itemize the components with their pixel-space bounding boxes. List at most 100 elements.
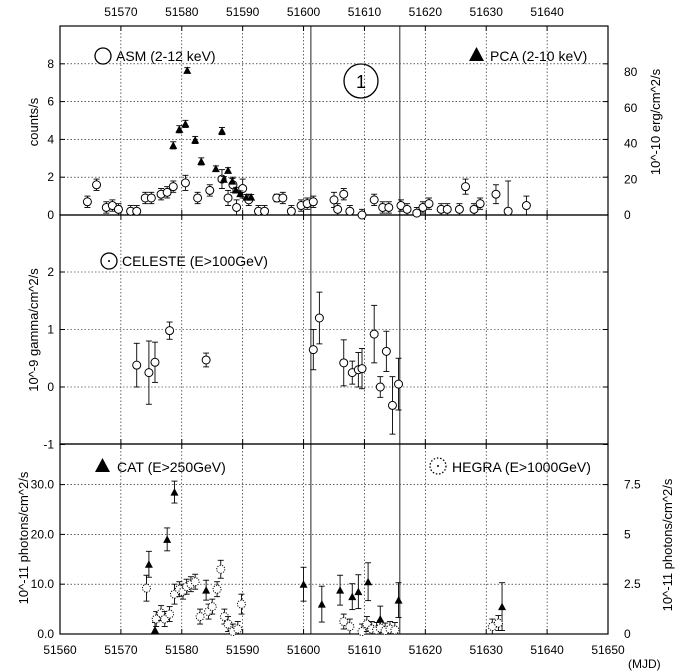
data-point-triangle [228, 177, 237, 185]
data-point-dotted-circle [233, 624, 243, 634]
x-tick-label-top: 51580 [165, 5, 199, 19]
data-point-circle [260, 206, 270, 216]
top-panel-labels: counts/s 10^-10 erg/cm^2/s ASM (2-12 keV… [26, 47, 663, 175]
y-tick-label-right: 60 [624, 101, 638, 115]
data-point-triangle [181, 119, 190, 128]
pca-legend-marker [469, 47, 484, 61]
y-tick-label-right: 5 [624, 527, 631, 541]
data-point-circle [308, 197, 318, 207]
x-tick-label-top: 51590 [226, 5, 260, 19]
data-point-circle [333, 204, 343, 214]
data-point-circle [357, 364, 367, 374]
data-point-triangle [170, 488, 179, 496]
data-point-triangle [498, 602, 507, 611]
data-point-dotted-circle [190, 577, 200, 587]
data-point-circle [165, 326, 175, 336]
x-tick-label-bottom: 51560 [43, 643, 77, 657]
x-tick-label-bottom: 51640 [530, 643, 564, 657]
data-point-dotted-circle [339, 617, 349, 627]
data-point-triangle [183, 66, 192, 74]
data-point-circle [82, 197, 92, 207]
data-point-triangle [150, 626, 159, 634]
x-tick-label-bottom: 51590 [226, 643, 260, 657]
data-point-circle [491, 189, 501, 199]
x-tick-label-bottom: 51620 [409, 643, 443, 657]
data-point-triangle [231, 185, 240, 194]
data-point-circle [357, 210, 367, 220]
x-tick-label-top: 51610 [348, 5, 382, 19]
data-point-circle [387, 400, 397, 410]
data-point-circle [132, 360, 142, 370]
middle-ylabel: 10^-9 gamma/cm^2/s [26, 268, 41, 392]
data-point-triangle [144, 560, 153, 568]
y-tick-label: 2 [47, 170, 54, 184]
x-tick-label-bottom: 51650 [591, 643, 625, 657]
data-point-circle [286, 206, 296, 216]
data-point-circle [345, 206, 355, 216]
data-point-dotted-circle [165, 609, 175, 619]
data-point-circle [394, 379, 404, 389]
data-point-dotted-circle [141, 583, 151, 593]
data-point-circle [92, 180, 102, 190]
data-point-triangle [247, 193, 256, 201]
y-tick-label: 0 [47, 380, 54, 394]
interval-label: 1 [356, 72, 366, 92]
data-point-circle [384, 202, 394, 212]
data-point-circle [205, 185, 215, 195]
data-point-circle [503, 206, 513, 216]
hegra-legend-label: HEGRA (E>1000GeV) [452, 459, 591, 475]
data-point-circle [475, 199, 485, 209]
x-tick-label-bottom: 51570 [104, 643, 138, 657]
data-point-triangle [217, 127, 226, 135]
hegra-legend-marker [429, 457, 447, 475]
data-point-circle [521, 201, 531, 211]
data-point-dotted-circle [236, 599, 246, 609]
x-tick-label-bottom: 51610 [348, 643, 382, 657]
data-point-triangle [163, 535, 172, 543]
x-tick-label-bottom: 51580 [165, 643, 199, 657]
x-tick-label-top: 51600 [287, 5, 321, 19]
data-point-dotted-circle [169, 589, 179, 599]
data-point-triangle [336, 586, 345, 594]
data-point-triangle [219, 175, 228, 183]
top-ylabel: counts/s [26, 97, 41, 146]
data-point-circle [168, 182, 178, 192]
celeste-legend-label: CELESTE (E>100GeV) [122, 253, 268, 269]
y-tick-label-right: 0 [624, 208, 631, 222]
data-point-dotted-circle [195, 612, 205, 622]
data-point-triangle [191, 135, 200, 144]
x-tick-label-top: 51630 [470, 5, 504, 19]
data-point-triangle [364, 577, 373, 586]
data-point-triangle [211, 164, 220, 173]
cat-legend-label: CAT (E>250GeV) [117, 459, 226, 475]
data-point-circle [314, 313, 324, 323]
y-tick-label-right: 40 [624, 137, 638, 151]
data-point-circle [308, 345, 318, 355]
data-point-dotted-circle [151, 614, 161, 624]
x-tick-label-bottom: 51600 [287, 643, 321, 657]
data-point-circle [381, 346, 391, 356]
data-point-circle [193, 193, 203, 203]
bottom-panel-labels: 10^-11 photons/cm^2/s 10^-11 photons/cm^… [16, 457, 675, 611]
data-point-triangle [317, 600, 326, 608]
y-tick-label: 8 [47, 57, 54, 71]
y-tick-label: 20.0 [31, 527, 55, 541]
data-point-circle [339, 358, 349, 368]
y-tick-label-right: 80 [624, 65, 638, 79]
data-point-triangle [175, 125, 184, 133]
data-point-dotted-circle [207, 602, 217, 612]
x-tick-label-top: 51640 [530, 5, 564, 19]
data-point-triangle [202, 586, 211, 594]
y-tick-label: 4 [47, 132, 54, 146]
data-point-triangle [197, 157, 206, 165]
hegra-legend-dot [437, 465, 439, 467]
data-point-dotted-circle [493, 618, 503, 628]
data-point-triangle [299, 580, 308, 588]
data-point-triangle [354, 587, 363, 596]
data-point-circle [232, 202, 242, 212]
data-point-circle [132, 206, 142, 216]
data-point-circle [144, 368, 154, 378]
data-point-circle [180, 178, 190, 188]
data-point-circle [278, 193, 288, 203]
